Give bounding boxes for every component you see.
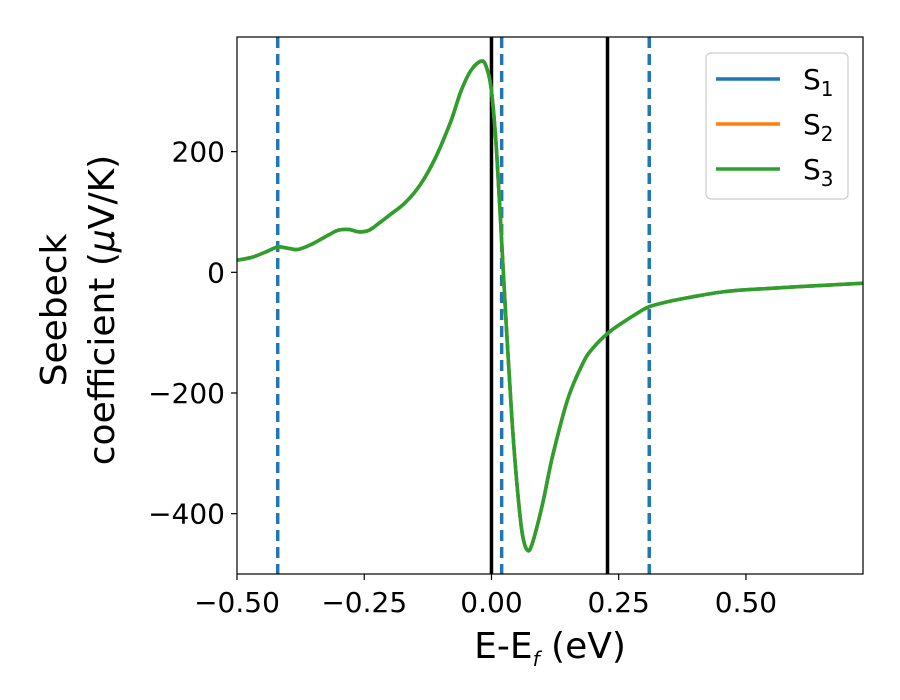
series-lines xyxy=(237,59,863,553)
x-tick-label: 0.50 xyxy=(715,586,777,619)
x-tick-label: −0.50 xyxy=(194,586,280,619)
series-line-s3 xyxy=(237,59,863,553)
y-axis-label-mu: μ xyxy=(82,229,123,253)
legend-label: S2 xyxy=(803,108,834,146)
x-axis-label: E-Ef (eV) xyxy=(474,626,626,671)
legend-label-sub: 2 xyxy=(821,122,834,146)
y-tick-label: 200 xyxy=(172,136,225,169)
y-tick-label: 0 xyxy=(207,256,225,289)
plot-frame xyxy=(236,36,864,575)
x-tick-label: 0.25 xyxy=(588,586,650,619)
y-axis-label-line2-head: coefficient ( xyxy=(82,252,123,465)
legend-label: S3 xyxy=(803,153,834,191)
x-axis-label-main: E-E xyxy=(474,626,532,667)
legend-label-main: S xyxy=(803,108,821,141)
legend-box xyxy=(705,52,849,200)
x-axis-label-tail: (eV) xyxy=(540,626,626,667)
x-tick-label: −0.25 xyxy=(321,586,407,619)
y-axis-label-line2-tail: V/K) xyxy=(82,155,123,229)
y-axis-label-line1: Seebeck xyxy=(34,233,75,386)
legend-label-main: S xyxy=(803,63,821,96)
y-axis-label: Seebeck coefficient (μV/K) xyxy=(34,155,123,465)
y-tick-label: −400 xyxy=(148,498,225,531)
y-axis-ticks: −400 −200 0 200 xyxy=(148,136,237,531)
reference-lines xyxy=(275,37,651,574)
legend-label-sub: 1 xyxy=(821,77,834,101)
legend-label: S1 xyxy=(803,63,834,101)
x-tick-label: 0.00 xyxy=(460,586,522,619)
x-axis-label-sub: f xyxy=(533,647,543,671)
legend-label-main: S xyxy=(803,153,821,186)
y-axis-label-line2: coefficient (μV/K) xyxy=(82,155,123,465)
y-tick-label: −200 xyxy=(148,377,225,410)
legend-label-sub: 3 xyxy=(821,167,834,191)
x-axis-ticks: −0.50 −0.25 0.00 0.25 0.50 xyxy=(194,574,777,619)
